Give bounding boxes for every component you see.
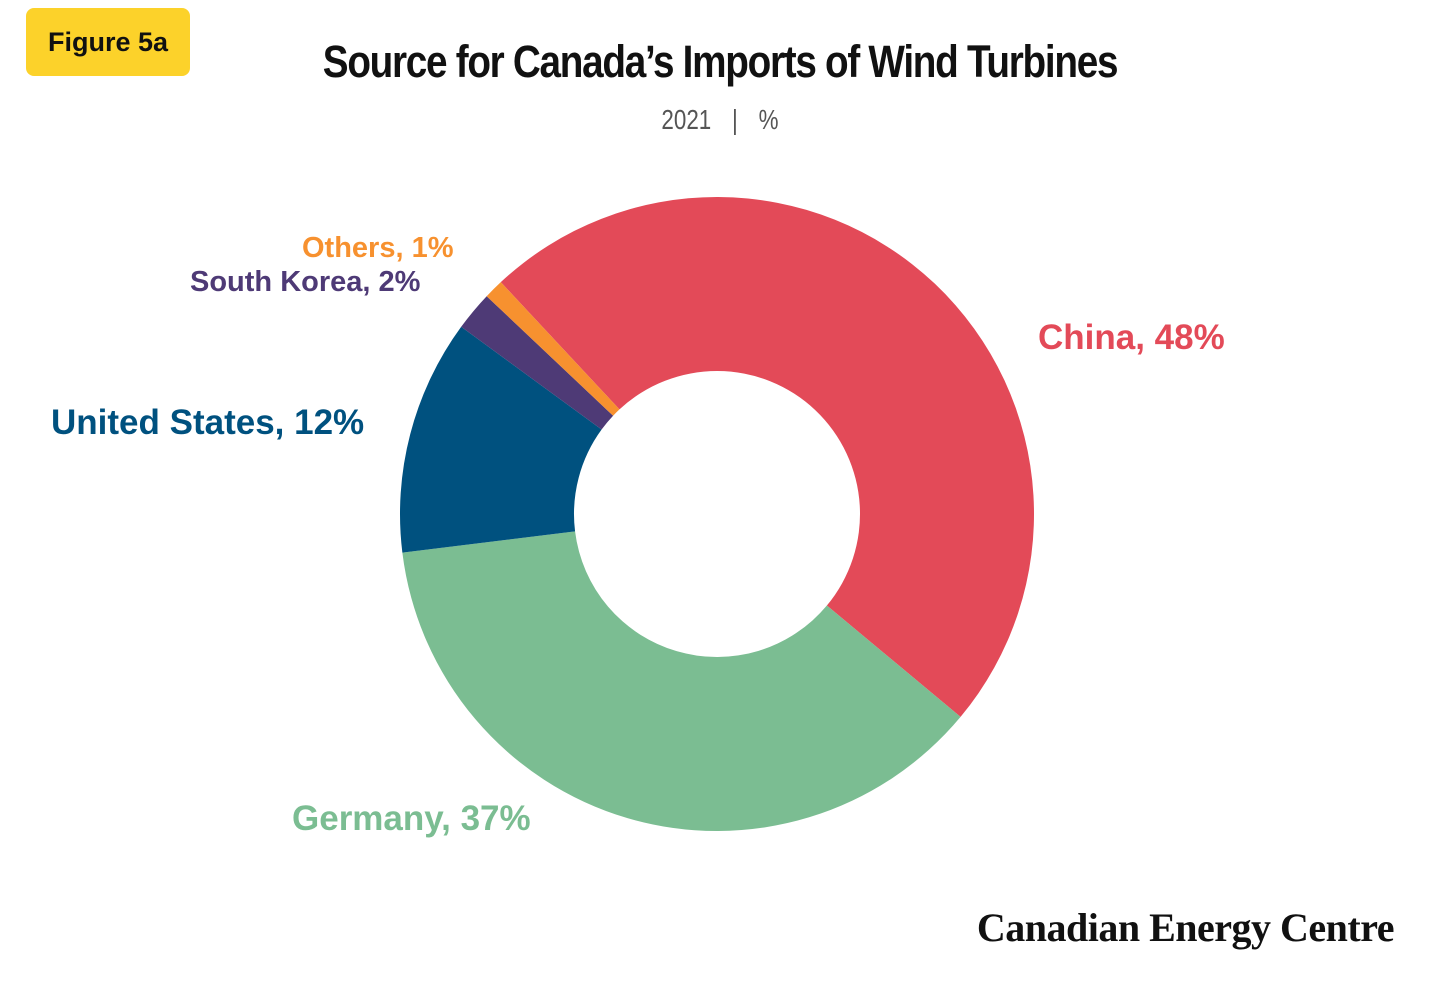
slice-united-states	[400, 326, 602, 553]
subtitle-year: 2021	[661, 104, 712, 135]
label-united-states: United States, 12%	[51, 403, 364, 442]
label-germany: Germany, 37%	[292, 799, 531, 838]
donut-slices	[400, 196, 1035, 832]
slice-china	[500, 196, 1035, 717]
label-others: Others, 1%	[302, 232, 454, 264]
chart-title: Source for Canada’s Imports of Wind Turb…	[322, 36, 1119, 87]
chart-subtitle: 2021 |%	[144, 104, 1296, 136]
subtitle-unit: %	[758, 104, 779, 135]
figure-label-badge: Figure 5a	[26, 8, 190, 76]
brand-wordmark: Canadian Energy Centre	[976, 905, 1395, 950]
slice-others	[486, 282, 620, 416]
label-south-korea: South Korea, 2%	[190, 266, 421, 298]
slice-germany	[402, 531, 961, 832]
label-china: China, 48%	[1038, 318, 1225, 357]
slice-south-korea	[461, 296, 614, 430]
subtitle-separator: |	[732, 104, 738, 135]
slice-labels: China, 48% Germany, 37% United States, 12%…	[51, 232, 1225, 838]
